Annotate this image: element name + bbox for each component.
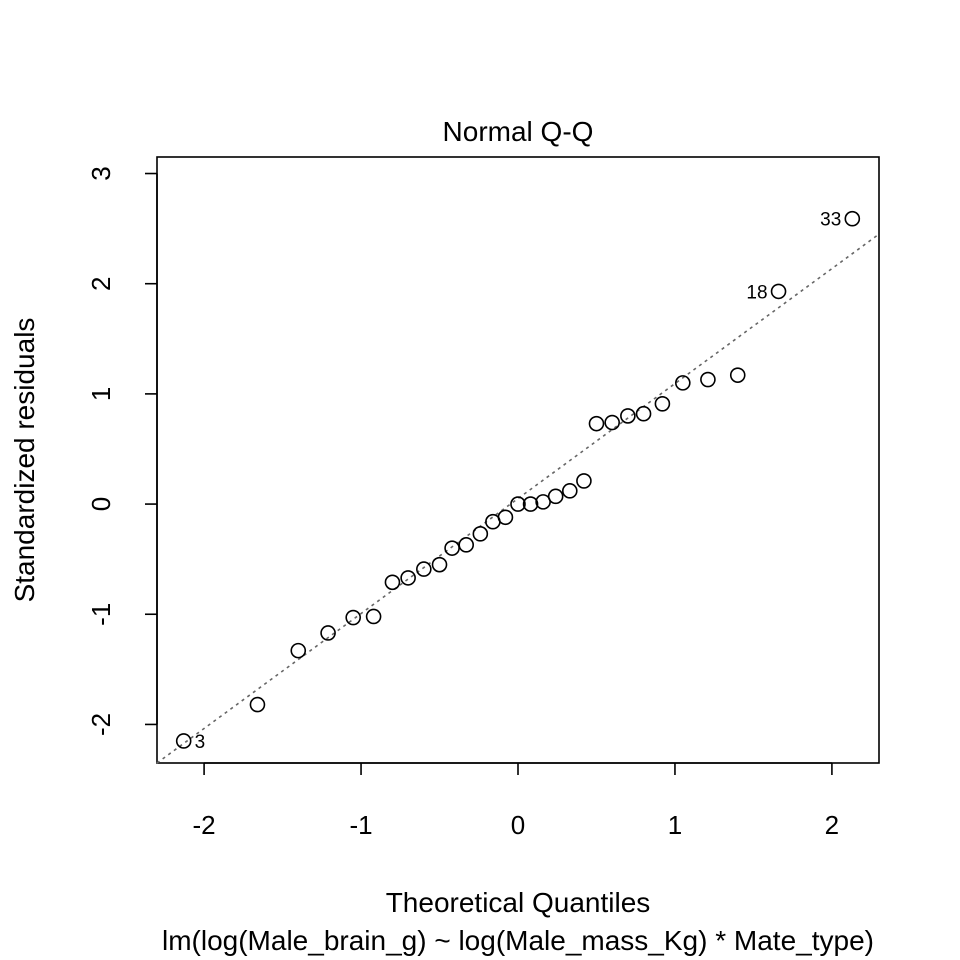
data-point (472, 526, 489, 542)
x-axis-title: Theoretical Quantiles (386, 887, 651, 918)
plot-frame (156, 156, 880, 764)
data-point (290, 642, 307, 659)
x-tick-label: 2 (825, 810, 839, 840)
y-tick-label: 2 (86, 276, 116, 290)
data-point (844, 210, 861, 227)
data-point (416, 561, 432, 577)
data-point (604, 414, 620, 431)
point-label: 18 (746, 282, 767, 303)
point-label: 3 (195, 732, 206, 753)
data-point (635, 405, 652, 422)
data-point (444, 540, 460, 556)
y-axis-title: Standardized residuals (9, 318, 40, 603)
y-tick-label: -2 (86, 713, 116, 736)
data-point (561, 483, 578, 499)
data-point (547, 488, 564, 505)
x-tick-label: 1 (668, 810, 682, 840)
data-point (675, 375, 691, 391)
data-point (522, 496, 539, 512)
data-point (384, 574, 401, 591)
data-point (249, 696, 266, 713)
data-point (175, 733, 192, 749)
data-point (588, 415, 605, 432)
data-point (458, 537, 475, 553)
data-point (770, 283, 787, 300)
data-point (497, 509, 514, 526)
y-tick-label: 0 (86, 497, 116, 511)
x-axis: -2 -1 0 1 2 (193, 762, 839, 840)
data-point (620, 408, 636, 424)
data-point (510, 496, 526, 512)
x-tick-label: -2 (193, 810, 216, 840)
reference-line (156, 233, 880, 764)
data-point (345, 609, 361, 626)
y-tick-label: -1 (86, 603, 116, 626)
data-point (654, 396, 671, 412)
data-point (729, 367, 746, 383)
y-axis: -2 -1 0 1 2 3 (86, 166, 158, 736)
x-tick-label: 0 (511, 810, 525, 840)
chart-title: Normal Q-Q (443, 116, 594, 147)
x-axis-subtitle: lm(log(Male_brain_g) ~ log(Male_mass_Kg)… (162, 925, 874, 956)
data-point (400, 570, 416, 586)
data-point (576, 473, 592, 489)
y-tick-label: 1 (86, 387, 116, 401)
data-point (431, 556, 448, 573)
data-point (535, 494, 551, 510)
data-point (365, 608, 382, 625)
x-tick-label: -1 (349, 810, 372, 840)
data-points (175, 210, 861, 749)
data-point (700, 371, 716, 388)
data-point (320, 625, 336, 641)
point-labels: 3 18 33 (195, 210, 842, 753)
point-label: 33 (820, 210, 841, 231)
y-tick-label: 3 (86, 166, 116, 180)
